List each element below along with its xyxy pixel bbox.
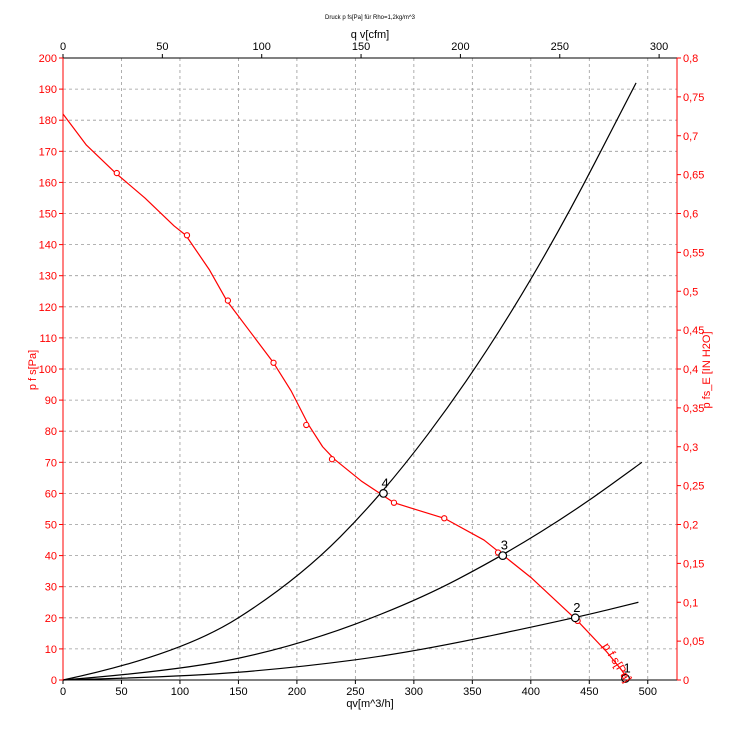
left-tick-label: 200 (39, 53, 57, 65)
left-tick-label: 20 (45, 613, 57, 625)
bottom-tick-label: 500 (639, 686, 657, 698)
labels: Druck p fs[Pa] für Rho=1,2kg/m^3 q v[cfm… (27, 15, 713, 710)
bottom-tick-label: 50 (115, 686, 127, 698)
left-tick-label: 70 (45, 457, 57, 469)
bottom-tick-label: 450 (580, 686, 598, 698)
left-tick-label: 60 (45, 488, 57, 500)
bottom-tick-label: 300 (405, 686, 423, 698)
left-tick-label: 190 (39, 84, 57, 96)
left-tick-label: 80 (45, 426, 57, 438)
fan-curve-marker (328, 456, 336, 463)
left-tick-label: 120 (39, 302, 57, 314)
top-tick-label: 100 (253, 41, 271, 53)
right-tick-label: 0,15 (683, 558, 704, 570)
operating-point-2 (570, 613, 580, 623)
left-tick-label: 150 (39, 209, 57, 221)
left-tick-label: 40 (45, 551, 57, 563)
top-tick-label: 200 (451, 41, 469, 53)
top-tick-label: 50 (156, 41, 168, 53)
right-axis-title: p fs_E [IN H2O] (701, 331, 713, 408)
fan-curve-marker (303, 421, 310, 429)
right-tick-label: 0,65 (683, 170, 704, 182)
right-tick-label: 0,3 (683, 442, 698, 454)
left-tick-label: 180 (39, 115, 57, 127)
bottom-tick-label: 350 (463, 686, 481, 698)
left-tick-label: 50 (45, 520, 57, 532)
bottom-tick-label: 150 (229, 686, 247, 698)
left-tick-label: 160 (39, 177, 57, 189)
right-tick-label: 0,45 (683, 325, 704, 337)
right-tick-label: 0,6 (683, 209, 698, 221)
grid-lines (63, 58, 677, 680)
left-tick-label: 0 (51, 675, 57, 687)
bottom-tick-label: 250 (346, 686, 364, 698)
operating-point-label-4: 4 (381, 475, 388, 490)
system-curve-3 (62, 601, 639, 681)
curves: 1 2 3 4 (62, 82, 643, 683)
right-tick-label: 0,05 (683, 636, 704, 648)
system-curve-2 (62, 461, 643, 681)
right-tick-label: 0 (683, 675, 689, 687)
left-tick-label: 90 (45, 395, 57, 407)
top-tick-label: 250 (551, 41, 569, 53)
right-tick-label: 0,7 (683, 131, 698, 143)
left-tick-label: 110 (39, 333, 57, 345)
top-tick-label: 300 (650, 41, 668, 53)
left-tick-label: 30 (45, 582, 57, 594)
fan-curve-marker (224, 297, 232, 304)
bottom-axis-title: qv[m^3/h] (346, 698, 393, 710)
right-tick-label: 0,5 (683, 286, 698, 298)
right-tick-label: 0,35 (683, 403, 704, 415)
fan-curve-marker (390, 499, 398, 506)
right-tick-label: 0,25 (683, 481, 704, 493)
right-tick-label: 0,75 (683, 92, 704, 104)
operating-point-4 (379, 489, 388, 498)
system-curve-1 (62, 82, 637, 681)
top-axis-title: q v[cfm] (351, 29, 390, 41)
right-tick-label: 0,55 (683, 247, 704, 259)
fan-curve-marker (441, 515, 448, 522)
operating-point-label-1: 1 (624, 660, 631, 675)
bottom-tick-label: 200 (288, 686, 306, 698)
chart-title: Druck p fs[Pa] für Rho=1,2kg/m^3 (325, 15, 416, 21)
bottom-tick-label: 100 (171, 686, 189, 698)
left-axis-title: p f s[Pa] (27, 350, 39, 390)
bottom-tick-label: 0 (60, 686, 66, 698)
operating-point-label-3: 3 (501, 538, 508, 553)
left-tick-label: 130 (39, 271, 57, 283)
fan-curve-marker (270, 359, 277, 366)
operating-point-label-2: 2 (573, 600, 580, 615)
top-tick-label: 150 (352, 41, 370, 53)
left-tick-label: 10 (45, 644, 57, 656)
fan-curve-line (62, 113, 629, 681)
right-tick-label: 0,8 (683, 53, 698, 65)
left-tick-label: 100 (39, 364, 57, 376)
fan-curve-marker (113, 169, 120, 177)
right-tick-label: 0,1 (683, 597, 698, 609)
right-tick-label: 0,4 (683, 364, 698, 376)
operating-point-3 (498, 551, 508, 560)
left-tick-label: 140 (39, 240, 57, 252)
bottom-tick-label: 400 (522, 686, 540, 698)
right-tick-label: 0,2 (683, 520, 698, 532)
fan-curve-marker (183, 232, 191, 239)
left-tick-label: 170 (39, 146, 57, 158)
top-tick-label: 0 (60, 41, 66, 53)
